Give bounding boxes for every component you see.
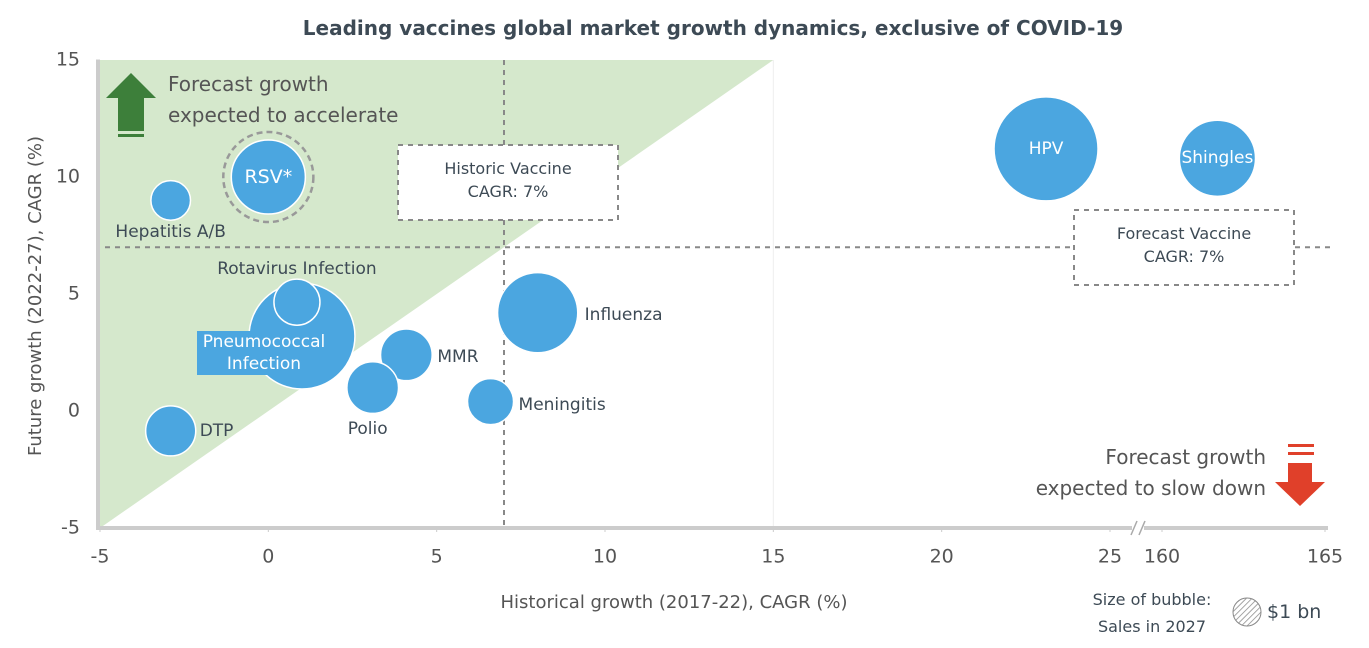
annotation-arrow-bar bbox=[1288, 444, 1314, 447]
bubble-label: DTP bbox=[199, 420, 234, 441]
bubble-label: RSV* bbox=[244, 166, 293, 188]
bubble-label: Polio bbox=[347, 418, 388, 439]
reference-box bbox=[397, 144, 619, 221]
annotation-text: Forecast growth bbox=[168, 72, 329, 96]
highlight-ring bbox=[222, 130, 315, 224]
bubble bbox=[993, 96, 1099, 202]
x-tick-label: -5 bbox=[91, 546, 110, 568]
axis-break bbox=[1130, 520, 1138, 536]
bubble-label: MMR bbox=[437, 346, 479, 367]
annotation-text: expected to slow down bbox=[1035, 476, 1266, 500]
y-tick-label: 10 bbox=[56, 166, 80, 188]
axis-break bbox=[1138, 520, 1146, 536]
x-tick-label: 0 bbox=[262, 546, 274, 568]
x-tick-label: 10 bbox=[593, 546, 617, 568]
chart-title: Leading vaccines global market growth dy… bbox=[302, 16, 1124, 40]
bubble-label: Meningitis bbox=[518, 394, 606, 415]
annotation-arrow-bar bbox=[1288, 452, 1314, 455]
x-tick-label: 25 bbox=[1098, 546, 1122, 568]
bubble bbox=[346, 361, 400, 415]
bubble bbox=[496, 271, 579, 354]
y-tick-label: -5 bbox=[61, 517, 80, 539]
bubble bbox=[466, 377, 515, 426]
x-tick-label: 160 bbox=[1144, 546, 1180, 568]
bubble bbox=[150, 179, 192, 221]
y-tick-label: 5 bbox=[68, 283, 80, 305]
y-tick-label: 0 bbox=[68, 400, 80, 422]
bubble-label: Pneumococcal Infection bbox=[197, 331, 331, 376]
reference-box bbox=[1073, 209, 1295, 286]
y-tick-label: 15 bbox=[56, 49, 80, 71]
annotation-arrow-bar bbox=[118, 134, 144, 137]
bubble bbox=[273, 278, 321, 326]
x-tick-label: 20 bbox=[930, 546, 954, 568]
bubble bbox=[379, 328, 433, 382]
annotation-arrow bbox=[106, 73, 156, 131]
bubble-label: Influenza bbox=[584, 304, 663, 325]
reference-label: Forecast Vaccine bbox=[1116, 224, 1252, 243]
annotation-text: expected to accelerate bbox=[168, 103, 399, 127]
x-tick-label: 15 bbox=[761, 546, 785, 568]
bubble-label: Shingles bbox=[1181, 148, 1254, 169]
annotation-arrow-bar bbox=[118, 126, 144, 129]
x-axis-title: Historical growth (2017-22), CAGR (%) bbox=[500, 592, 848, 613]
reference-label: CAGR: 7% bbox=[1143, 247, 1225, 266]
bubble-label: HPV bbox=[1028, 138, 1064, 159]
bubble-label: Hepatitis A/B bbox=[115, 222, 226, 243]
annotation-arrow bbox=[1275, 463, 1325, 506]
reference-label: Historic Vaccine bbox=[444, 159, 572, 178]
bubble bbox=[144, 405, 197, 457]
bubble-label: Rotavirus Infection bbox=[217, 259, 377, 280]
size-legend-title: Sales in 2027 bbox=[1097, 617, 1207, 636]
reference-label: CAGR: 7% bbox=[467, 182, 549, 201]
annotation-text: Forecast growth bbox=[1105, 445, 1266, 469]
size-legend-title: Size of bubble: bbox=[1092, 590, 1212, 609]
bubble bbox=[1178, 119, 1257, 198]
size-legend-label: $1 bn bbox=[1267, 601, 1322, 623]
x-tick-label: 165 bbox=[1307, 546, 1343, 568]
size-legend-bubble bbox=[1232, 597, 1262, 627]
bubble bbox=[230, 139, 307, 215]
accelerate-region bbox=[100, 60, 774, 528]
y-axis-title: Future growth (2022-27), CAGR (%) bbox=[25, 136, 46, 456]
x-tick-label: 5 bbox=[431, 546, 443, 568]
